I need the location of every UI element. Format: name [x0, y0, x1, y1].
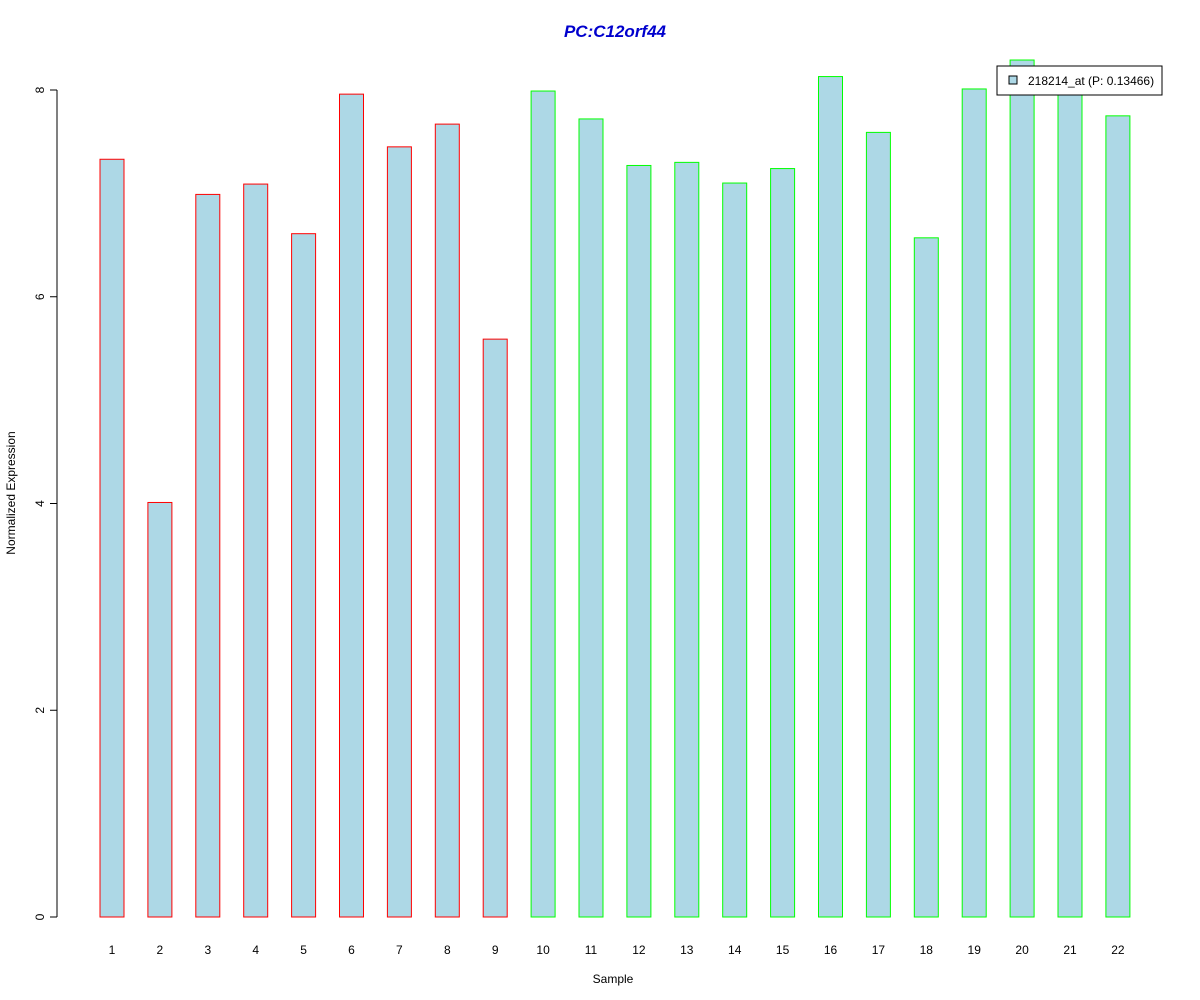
x-tick-label: 18 [920, 943, 934, 957]
y-tick-label: 8 [33, 86, 47, 93]
bar [482, 338, 508, 918]
bar [243, 183, 269, 918]
x-tick-label: 15 [776, 943, 790, 957]
chart-title: PC:C12orf44 [564, 22, 667, 41]
y-axis-label: Normalized Expression [4, 431, 18, 554]
bar [865, 131, 891, 918]
x-tick-label: 14 [728, 943, 742, 957]
legend-swatch [1008, 75, 1018, 85]
x-axis-label: Sample [593, 972, 634, 986]
y-axis: 0 2 4 6 8 [33, 86, 58, 920]
bar [770, 168, 796, 918]
y-tick-label: 2 [33, 707, 47, 714]
legend-box [996, 65, 1163, 96]
bar [1009, 59, 1035, 918]
x-tick-label: 3 [204, 943, 211, 957]
x-tick-label: 1 [109, 943, 116, 957]
bars [99, 59, 1131, 918]
bar [626, 164, 652, 918]
x-tick-label: 7 [396, 943, 403, 957]
x-tick-label: 2 [157, 943, 164, 957]
bar [291, 233, 317, 918]
x-tick-label: 4 [252, 943, 259, 957]
x-tick-label: 19 [968, 943, 982, 957]
bar [722, 182, 748, 918]
x-tick-label: 6 [348, 943, 355, 957]
bar [339, 93, 364, 918]
bar [434, 123, 460, 918]
x-tick-label: 12 [632, 943, 646, 957]
bar [913, 237, 939, 918]
bar [386, 146, 412, 918]
x-tick-label: 5 [300, 943, 307, 957]
x-tick-label: 22 [1111, 943, 1125, 957]
bar [1057, 92, 1083, 918]
x-tick-label: 8 [444, 943, 451, 957]
x-tick-label: 9 [492, 943, 499, 957]
y-tick-label: 4 [33, 500, 47, 507]
bar [818, 76, 843, 918]
bar [578, 118, 604, 918]
y-tick-label: 6 [33, 293, 47, 300]
bar [530, 90, 556, 918]
bar [961, 88, 987, 918]
x-tick-label: 20 [1015, 943, 1029, 957]
bar [195, 193, 221, 918]
x-tick-label: 16 [824, 943, 838, 957]
bar [147, 501, 173, 918]
x-tick-label: 13 [680, 943, 694, 957]
x-tick-label: 10 [536, 943, 550, 957]
legend: 218214_at (P: 0.13466) [996, 65, 1163, 96]
bar [1105, 115, 1131, 918]
bar [674, 161, 700, 918]
bar [99, 158, 125, 918]
legend-label: 218214_at (P: 0.13466) [1028, 74, 1154, 88]
y-tick-label: 0 [33, 913, 47, 920]
x-tick-label: 17 [872, 943, 886, 957]
x-tick-label: 11 [585, 943, 598, 957]
x-tick-label: 21 [1063, 943, 1077, 957]
x-tick-labels: 1 2 3 4 5 6 7 8 9 10 11 12 13 14 15 16 17 18 19 20 21 22 [109, 943, 1125, 957]
